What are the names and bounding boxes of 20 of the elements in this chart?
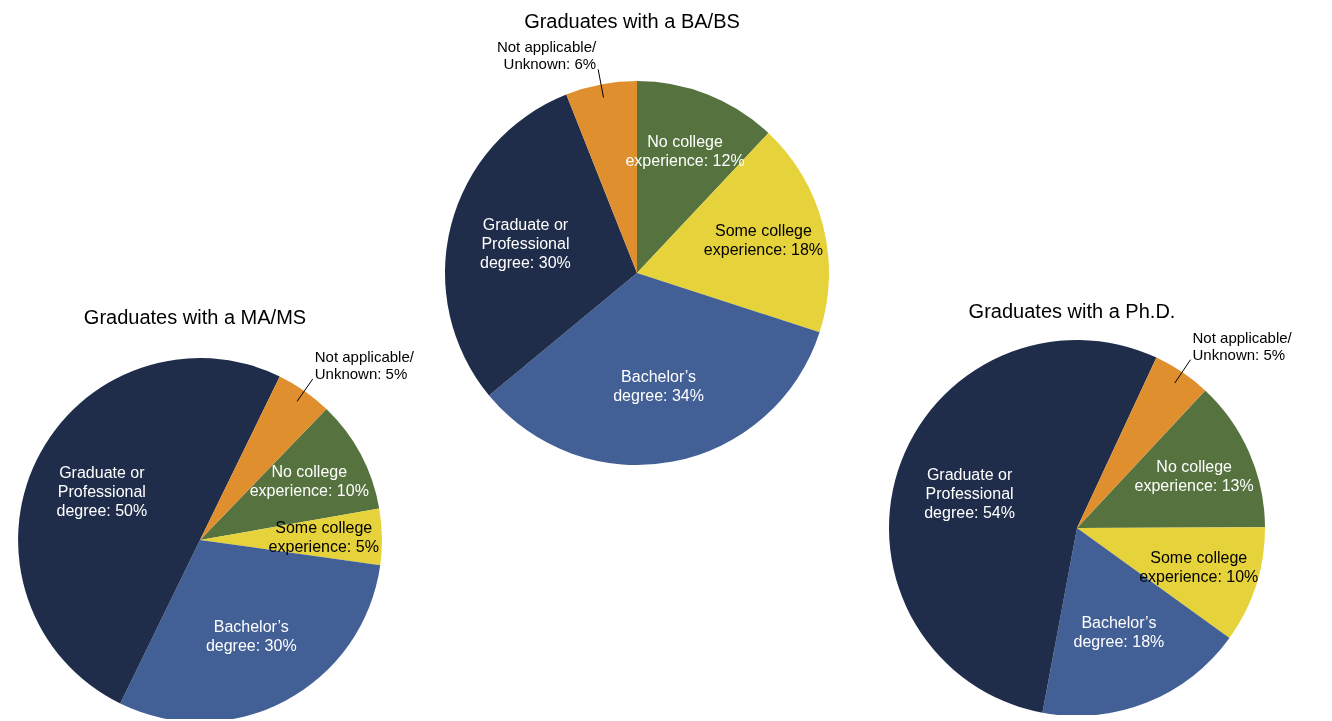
chart-title: Graduates with a BA/BS — [523, 10, 741, 33]
slice-label: Not applicable/Unknown: 5% — [314, 347, 415, 382]
slice-label: No college experience: 13% — [1134, 458, 1254, 495]
slice-label: Some college experience: 10% — [1139, 548, 1259, 585]
slice-label: Not applicable/Unknown: 6% — [496, 38, 597, 73]
pie-slice — [489, 273, 820, 465]
slice-label: Bachelor’s degree: 18% — [1073, 614, 1165, 651]
slice-label: No college experience: 10% — [249, 463, 369, 500]
pie-slice — [120, 540, 381, 719]
slice-label: Graduate or Professional degree: 50% — [56, 464, 148, 520]
slice-label: Bachelor’s degree: 30% — [205, 617, 297, 654]
pie-slice — [1077, 390, 1265, 528]
chart-title: Graduates with a MA/MS — [82, 306, 308, 329]
slice-label: Some college experience: 5% — [268, 519, 379, 556]
slice-label: Graduate or Professional degree: 30% — [480, 216, 571, 272]
slice-label: Not applicable/Unknown: 5% — [1192, 328, 1293, 363]
slice-label: Bachelor’s degree: 34% — [613, 367, 704, 404]
chart-title: Graduates with a Ph.D. — [967, 300, 1177, 323]
slice-label: Some college experience: 18% — [703, 222, 824, 259]
slice-label: Graduate or Professional degree: 54% — [924, 465, 1015, 521]
